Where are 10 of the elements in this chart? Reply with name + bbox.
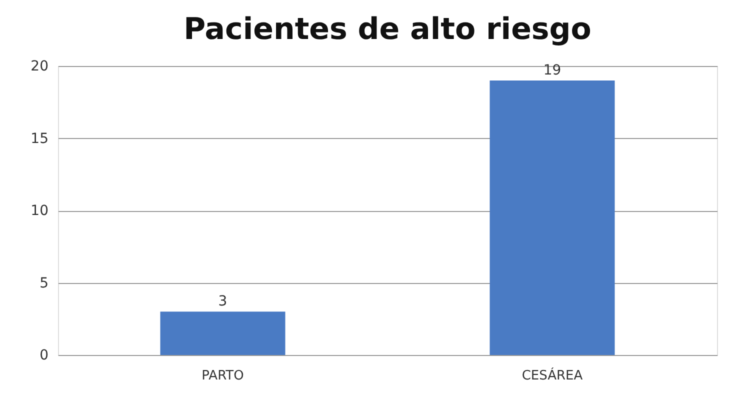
- data-label: 3: [218, 294, 228, 310]
- x-tick-label: CESÁREA: [522, 366, 583, 384]
- y-tick-label: 10: [30, 203, 48, 219]
- x-tick-label: PARTO: [202, 368, 244, 384]
- y-tick-label: 0: [40, 348, 48, 364]
- y-tick-label: 20: [30, 58, 48, 74]
- chart-title: Pacientes de alto riesgo: [184, 12, 592, 47]
- data-label: 19: [543, 62, 562, 78]
- y-tick-label: 5: [40, 275, 48, 292]
- y-tick-label: 15: [30, 130, 48, 147]
